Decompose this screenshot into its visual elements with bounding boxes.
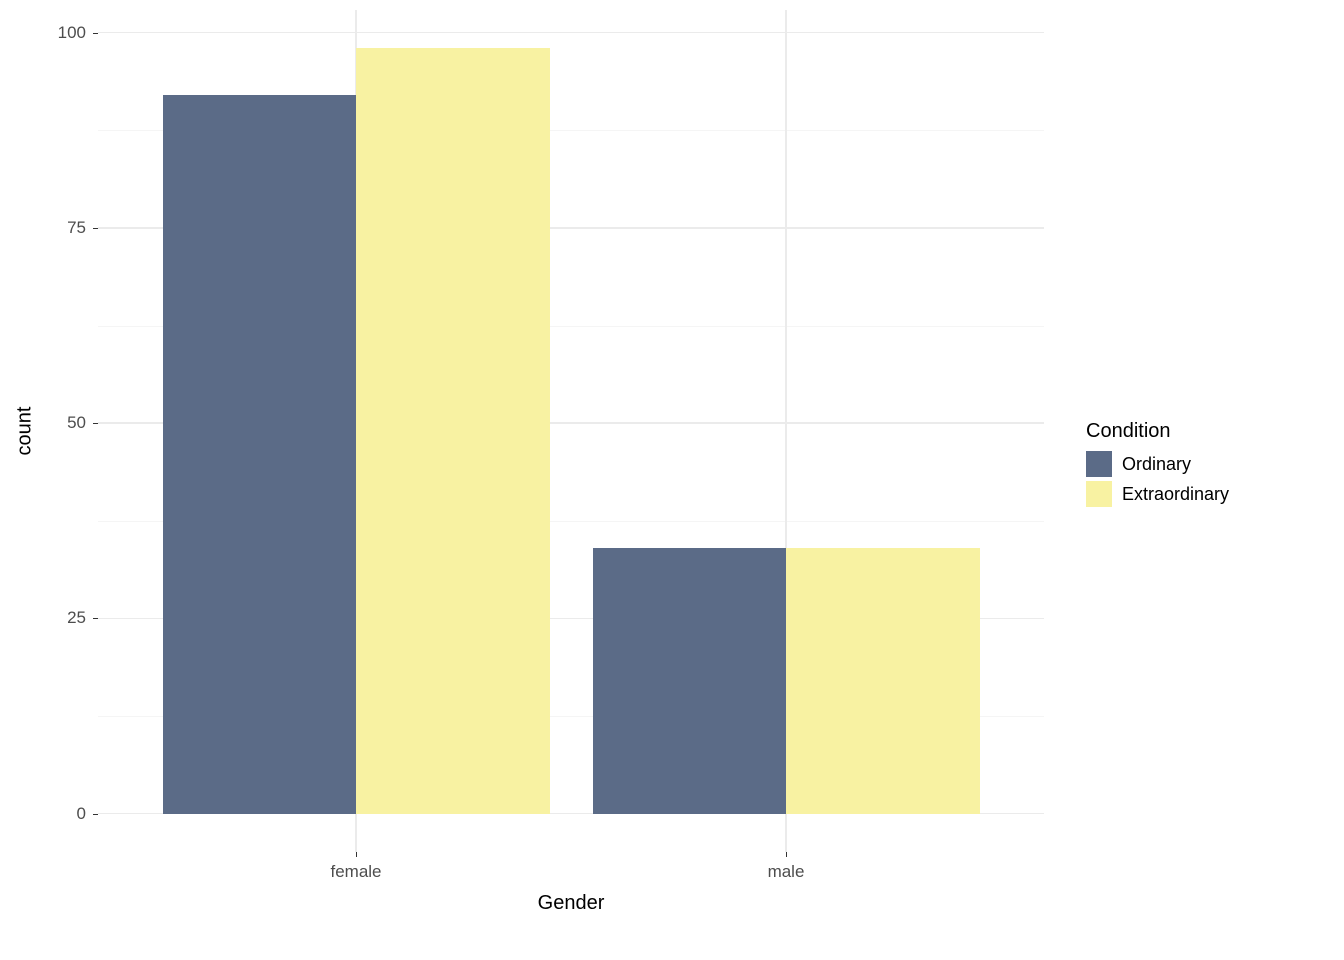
plot-panel <box>98 10 1044 852</box>
grid-major-h <box>98 32 1044 34</box>
legend-items: Ordinary Extraordinary <box>1086 451 1229 511</box>
y-tick-label: 25 <box>0 608 86 628</box>
y-tick-mark <box>93 423 98 424</box>
legend-item: Extraordinary <box>1086 481 1229 507</box>
chart-container: 0255075100 femalemale count Gender Condi… <box>0 0 1344 960</box>
bar <box>593 548 787 814</box>
legend-label: Extraordinary <box>1122 484 1229 505</box>
y-tick-mark <box>93 618 98 619</box>
x-tick-label: female <box>330 862 381 882</box>
y-axis-title: count <box>14 407 37 456</box>
y-tick-mark <box>93 814 98 815</box>
x-tick-label: male <box>768 862 805 882</box>
bar <box>356 48 550 813</box>
legend-item: Ordinary <box>1086 451 1229 477</box>
y-tick-label: 75 <box>0 218 86 238</box>
legend-label: Ordinary <box>1122 454 1191 475</box>
x-tick-mark <box>356 852 357 857</box>
bar <box>786 548 980 814</box>
y-tick-label: 0 <box>0 804 86 824</box>
x-tick-mark <box>786 852 787 857</box>
legend-key <box>1086 481 1112 507</box>
x-axis-title: Gender <box>538 892 605 915</box>
y-tick-mark <box>93 228 98 229</box>
y-tick-mark <box>93 33 98 34</box>
bar <box>163 95 357 814</box>
legend-key <box>1086 451 1112 477</box>
y-tick-label: 100 <box>0 23 86 43</box>
legend-title: Condition <box>1086 420 1229 443</box>
legend: Condition Ordinary Extraordinary <box>1086 420 1229 511</box>
